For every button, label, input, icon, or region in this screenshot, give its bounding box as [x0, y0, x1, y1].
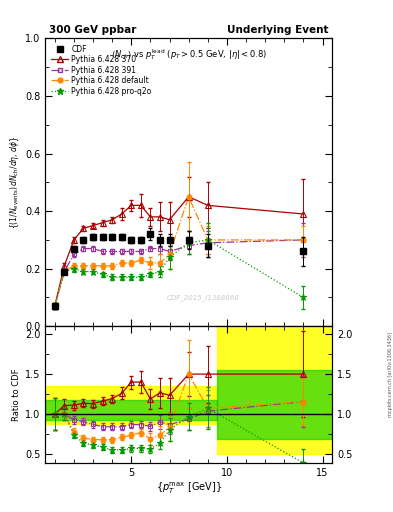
X-axis label: $\{p_T^\mathrm{max}\ [\mathrm{GeV}]\}$: $\{p_T^\mathrm{max}\ [\mathrm{GeV}]\}$ [156, 481, 222, 497]
Legend: CDF, Pythia 6.428 370, Pythia 6.428 391, Pythia 6.428 default, Pythia 6.428 pro-: CDF, Pythia 6.428 370, Pythia 6.428 391,… [49, 42, 154, 98]
Text: 300 GeV ppbar: 300 GeV ppbar [49, 25, 136, 35]
Text: $\langle N_{ch}\rangle$ vs $p_T^\mathrm{lead}$ ($p_T > 0.5$ GeV, $|\eta| < 0.8$): $\langle N_{ch}\rangle$ vs $p_T^\mathrm{… [110, 47, 267, 62]
Y-axis label: $\{(1/N_\mathrm{events})\,dN_\mathrm{ch}/d\eta,\,d\phi\}$: $\{(1/N_\mathrm{events})\,dN_\mathrm{ch}… [8, 136, 21, 229]
Text: CDF_2015_I1388868: CDF_2015_I1388868 [167, 294, 239, 301]
Text: mcplots.cern.ch [arXiv:1306.3436]: mcplots.cern.ch [arXiv:1306.3436] [388, 332, 393, 417]
Text: Underlying Event: Underlying Event [227, 25, 328, 35]
Y-axis label: Ratio to CDF: Ratio to CDF [12, 369, 21, 421]
